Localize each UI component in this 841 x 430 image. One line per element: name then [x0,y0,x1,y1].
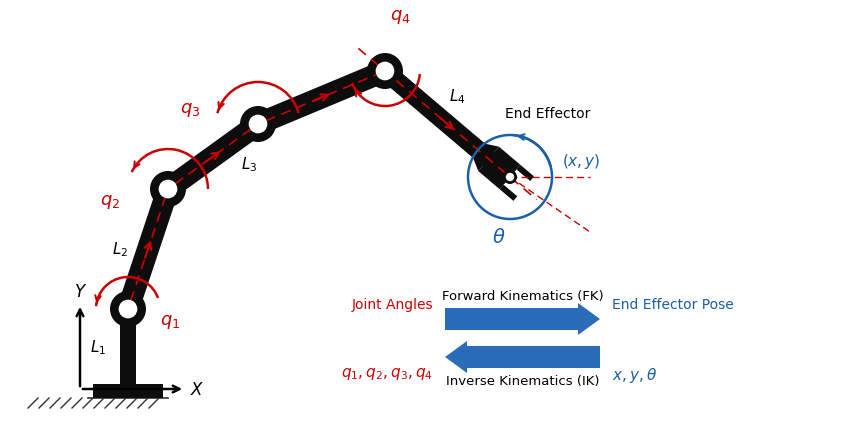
Text: $\theta$: $\theta$ [492,227,505,246]
Text: X: X [191,380,203,398]
Text: End Effector Pose: End Effector Pose [612,297,733,311]
Bar [93,384,163,398]
Text: Forward Kinematics (FK): Forward Kinematics (FK) [442,289,603,302]
Polygon shape [379,65,516,185]
Polygon shape [479,147,521,190]
FancyArrow shape [445,303,600,335]
Circle shape [150,172,186,208]
Text: $q_2$: $q_2$ [100,193,120,211]
Text: End Effector: End Effector [505,107,590,121]
Bar [120,309,136,384]
Circle shape [159,181,177,198]
Text: Y: Y [75,283,85,300]
Text: Joint Angles: Joint Angles [352,297,433,311]
Text: $L_1$: $L_1$ [90,338,106,356]
Text: $L_2$: $L_2$ [112,240,128,259]
Circle shape [240,107,276,143]
FancyArrow shape [445,341,600,373]
Text: $L_4$: $L_4$ [449,87,465,105]
Text: $q_1, q_2, q_3, q_4$: $q_1, q_2, q_3, q_4$ [341,365,433,381]
Polygon shape [254,62,389,135]
Circle shape [367,54,403,90]
Circle shape [377,63,394,80]
Text: $(x, y)$: $(x, y)$ [562,152,600,171]
Polygon shape [500,185,517,201]
Text: $q_3$: $q_3$ [180,101,200,119]
Text: $q_1$: $q_1$ [160,312,180,330]
Text: $L_3$: $L_3$ [241,154,257,173]
Text: $q_4$: $q_4$ [389,8,410,26]
Polygon shape [516,166,534,181]
Circle shape [110,291,146,327]
Circle shape [503,171,517,184]
Polygon shape [161,116,264,199]
Text: Inverse Kinematics (IK): Inverse Kinematics (IK) [446,374,600,387]
Circle shape [506,174,514,181]
Circle shape [250,116,267,133]
Polygon shape [118,186,178,313]
Polygon shape [473,144,499,172]
Circle shape [119,301,136,318]
Text: $x, y, \theta$: $x, y, \theta$ [612,365,657,384]
